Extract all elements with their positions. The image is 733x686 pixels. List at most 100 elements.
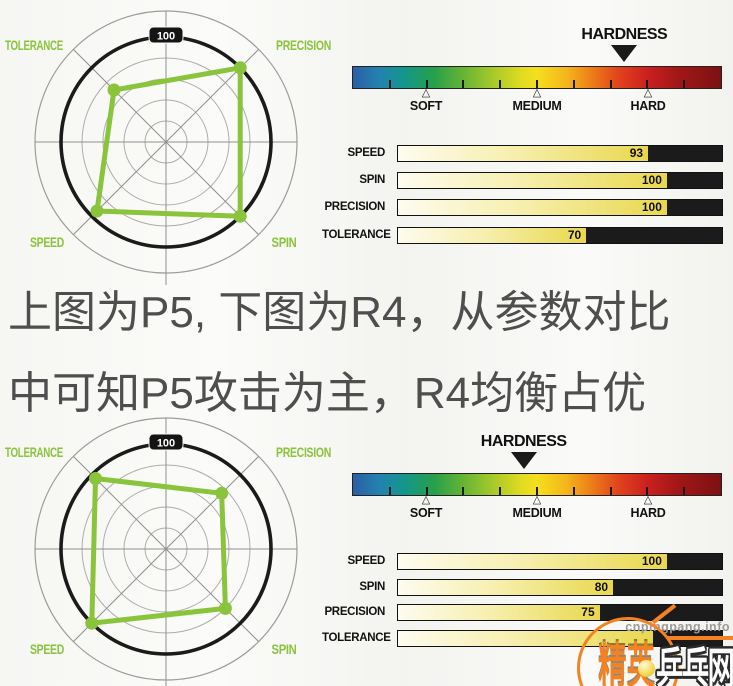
- radar-axis-label-speed: SPEED: [30, 641, 64, 657]
- bar-value-label: 100: [641, 554, 662, 568]
- scale-label-hard: HARD: [630, 506, 666, 520]
- radar-max-badge-label: 100: [157, 31, 175, 43]
- bar-row-tolerance: TOLERANCE 70: [322, 226, 723, 244]
- radar-vertex-dot: [89, 472, 102, 485]
- bar-fill: [398, 631, 654, 647]
- radar-axis-label-tolerance: TOLERANCE: [5, 444, 63, 460]
- bar-label: SPEED: [347, 147, 386, 159]
- scale-marker-icon: △: [421, 87, 431, 99]
- scale-label-hard: HARD: [630, 99, 666, 113]
- bar-fill: [398, 605, 600, 621]
- hardness-scale-p5: HARDNESS △ SOFT △ MEDIUM △ HARD: [352, 26, 722, 118]
- bar-fill: [398, 200, 667, 216]
- radar-axis-label-spin: SPIN: [272, 234, 297, 250]
- bar-fill: [398, 146, 649, 161]
- bar-track: 70: [397, 226, 723, 244]
- bar-label: TOLERANCE: [322, 632, 391, 645]
- radar-chart-p5: TOLERANCE PRECISION SPIN SPEED 100: [5, 10, 332, 285]
- radar-axis-label-precision: PRECISION: [276, 444, 331, 460]
- bar-fill: [398, 579, 614, 595]
- scale-marker-icon: △: [532, 87, 542, 99]
- hardness-tick: [425, 80, 428, 88]
- hardness-title: HARDNESS: [480, 433, 567, 450]
- bar-value-label: 80: [594, 579, 609, 594]
- bar-label: SPIN: [359, 174, 385, 187]
- hardness-tick: [462, 487, 465, 495]
- bar-track: 100: [397, 553, 723, 570]
- bar-track: 80: [397, 578, 723, 596]
- hardness-tick: [646, 80, 649, 88]
- scale-marker-icon: △: [421, 494, 431, 506]
- radar-vertex-dot: [233, 61, 247, 75]
- hardness-tick: [646, 487, 649, 495]
- hardness-tick: [499, 487, 502, 495]
- bar-track: 100: [397, 199, 723, 217]
- hardness-tick: [683, 80, 686, 88]
- hardness-scale-r4: HARDNESS △ SOFT △ MEDIUM △ HARD: [352, 433, 722, 525]
- bar-label: TOLERANCE: [322, 228, 391, 241]
- hardness-tick: [572, 487, 575, 495]
- hardness-title: HARDNESS: [581, 26, 668, 43]
- scale-label-medium: MEDIUM: [512, 99, 562, 113]
- hardness-gradient-bar: [352, 473, 722, 496]
- radar-vertex-dot: [85, 616, 99, 630]
- radar-max-badge: [148, 433, 184, 451]
- bar-track: 100: [397, 172, 723, 190]
- bar-row-spin: SPIN 100: [322, 172, 723, 190]
- bar-track: 93: [397, 145, 723, 162]
- bar-fill: [398, 554, 667, 569]
- scale-marker-icon: △: [643, 494, 653, 506]
- bar-row-precision: PRECISION 100: [322, 199, 723, 217]
- bar-fill: [398, 227, 587, 243]
- bar-track: [397, 630, 723, 648]
- radar-axis-label-precision: PRECISION: [276, 37, 331, 53]
- hardness-tick: [609, 80, 612, 88]
- bar-track: 75: [397, 604, 723, 622]
- radar-vertex-dot: [107, 83, 121, 97]
- bar-row-tolerance: TOLERANCE: [322, 630, 723, 648]
- bars-r4: SPEED 100 SPIN 80 PRECISION 75 TOLERANCE: [322, 545, 723, 661]
- radar-max-badge-label: 100: [157, 438, 175, 450]
- radar-vertex-dot: [90, 204, 104, 218]
- bar-value-label: 100: [641, 200, 662, 215]
- scale-marker-icon: △: [532, 494, 542, 506]
- scale-label-soft: SOFT: [409, 506, 443, 520]
- bar-value-label: 100: [641, 173, 662, 188]
- bar-fill: [398, 173, 667, 189]
- scale-label-medium: MEDIUM: [512, 506, 562, 520]
- hardness-tick: [462, 80, 465, 88]
- radar-vertex-dot: [215, 486, 229, 500]
- hardness-pointer-icon: [611, 45, 638, 62]
- caption-line-2: 中可知P5攻击为主，R4均衡占优: [8, 369, 647, 418]
- bars-p5: SPEED 93 SPIN 100 PRECISION 100 TOLERANCE 70: [322, 138, 723, 254]
- bar-value-label: 75: [581, 605, 595, 620]
- radar-axis-label-tolerance: TOLERANCE: [5, 37, 63, 53]
- bar-label: PRECISION: [324, 606, 385, 619]
- radar-chart-r4: TOLERANCE PRECISION SPIN SPEED 100: [5, 417, 332, 686]
- hardness-gradient-bar: [352, 66, 722, 89]
- radar-max-badge: [148, 26, 184, 44]
- caption-line-1: 上图为P5, 下图为R4，从参数对比: [8, 288, 671, 337]
- hardness-tick: [572, 80, 575, 88]
- hardness-tick: [499, 80, 502, 88]
- radar-axis-label-speed: SPEED: [30, 234, 64, 250]
- bar-row-speed: SPEED 93: [322, 145, 723, 162]
- radar-vertex-dot: [233, 209, 247, 223]
- hardness-tick: [388, 80, 391, 88]
- bar-label: PRECISION: [324, 201, 385, 214]
- radar-axis-label-spin: SPIN: [272, 641, 297, 657]
- bar-row-spin: SPIN 80: [322, 578, 723, 596]
- hardness-tick: [683, 487, 686, 495]
- hardness-tick: [536, 487, 538, 495]
- bar-label: SPIN: [359, 580, 385, 593]
- bar-value-label: 70: [567, 227, 582, 242]
- scale-label-soft: SOFT: [409, 99, 443, 113]
- bar-value-label: 93: [629, 146, 644, 160]
- hardness-tick: [536, 80, 538, 88]
- bar-row-speed: SPEED 100: [322, 553, 723, 570]
- hardness-tick: [425, 487, 428, 495]
- hardness-tick: [609, 487, 612, 495]
- hardness-tick: [388, 487, 391, 495]
